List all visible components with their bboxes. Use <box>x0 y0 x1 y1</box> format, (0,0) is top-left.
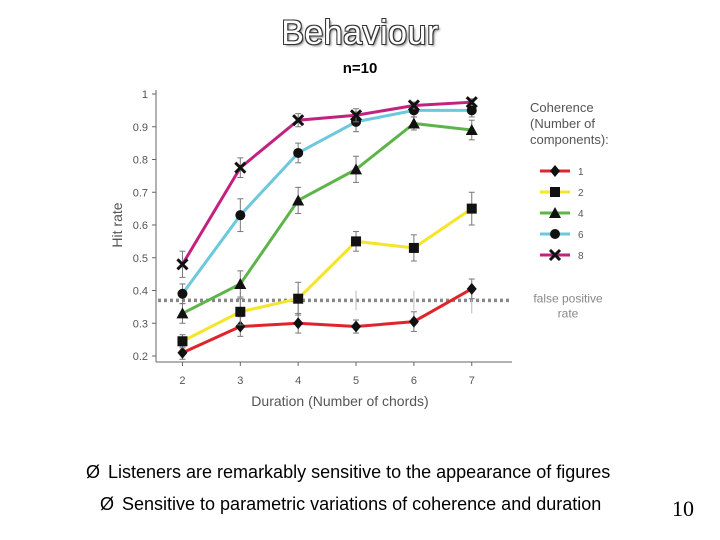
bullet-arrow-icon: Ø <box>86 462 101 482</box>
series-8-point <box>407 99 420 112</box>
legend-label-1: 1 <box>578 167 584 178</box>
series-4-point <box>407 117 420 129</box>
series-1-point <box>351 320 362 333</box>
legend-marker-8 <box>548 248 562 262</box>
x-axis-label: Duration (Number of chords) <box>251 393 428 409</box>
legend-title-line: (Number of <box>530 116 595 131</box>
series-1-point <box>177 346 188 359</box>
series-8-point <box>234 161 247 174</box>
series-2-point <box>177 336 188 347</box>
bullet-1-text: Listeners are remarkably sensitive to th… <box>108 462 611 482</box>
y-tick-label: 1 <box>142 89 148 101</box>
series-2-point <box>466 203 477 214</box>
page-number: 10 <box>672 496 694 521</box>
series-2-point <box>293 293 304 304</box>
y-axis-label: Hit rate <box>109 202 125 247</box>
series-6-point <box>466 105 477 116</box>
series-line-4 <box>181 121 472 315</box>
series-4-point <box>350 163 363 175</box>
x-tick-label: 4 <box>295 375 301 387</box>
x-tick-label: 7 <box>469 375 475 387</box>
legend-title-line: components): <box>530 132 609 147</box>
legend-title-line: Coherence <box>530 100 594 115</box>
false-positive-label-line1: false positive <box>533 291 603 305</box>
x-tick-label: 6 <box>411 375 417 387</box>
series-2-point <box>351 236 362 247</box>
slide-title: Behaviour <box>281 14 439 52</box>
legend-label-4: 4 <box>578 209 584 220</box>
legend-marker-6 <box>550 229 560 239</box>
series-4-point <box>292 194 305 206</box>
series-4-point <box>465 124 478 136</box>
x-tick-label: 3 <box>237 375 243 387</box>
series-2-point <box>408 242 419 253</box>
y-tick-label: 0.3 <box>133 318 148 330</box>
series-6-point <box>235 210 246 221</box>
y-tick-label: 0.6 <box>133 220 148 232</box>
legend-marker-4 <box>549 207 561 218</box>
series-2-point <box>235 306 246 317</box>
series-8-point <box>349 109 363 122</box>
bullet-1: Ø Listeners are remarkably sensitive to t… <box>86 462 610 483</box>
false-positive-label-line2: rate <box>558 306 579 320</box>
bullet-arrow-icon: Ø <box>100 494 115 514</box>
bullet-2-text: Sensitive to parametric variations of co… <box>122 494 602 514</box>
series-1-point <box>408 315 419 328</box>
series-1-point <box>293 317 304 330</box>
legend-marker-1 <box>550 165 560 177</box>
legend-label-8: 8 <box>578 251 584 262</box>
series-4-point <box>176 307 189 319</box>
series-line-1 <box>181 287 473 355</box>
y-tick-label: 0.2 <box>133 351 148 363</box>
series-8-point <box>176 258 189 271</box>
legend-marker-2 <box>550 187 560 197</box>
y-tick-label: 0.4 <box>133 286 148 298</box>
series-8-point <box>465 96 478 109</box>
y-tick-label: 0.8 <box>133 155 148 167</box>
legend-label-6: 6 <box>578 230 584 241</box>
series-1-point <box>466 282 477 295</box>
series-line-8 <box>181 100 472 266</box>
series-line-2 <box>181 207 473 343</box>
series-1-point <box>235 320 246 333</box>
series-line-6 <box>181 108 472 295</box>
subtitle-sample-size: n=10 <box>342 60 378 77</box>
y-tick-label: 0.7 <box>133 187 148 199</box>
series-6-point <box>293 147 304 158</box>
legend-label-2: 2 <box>578 188 584 199</box>
x-tick-label: 5 <box>353 375 359 387</box>
y-tick-label: 0.5 <box>133 253 148 265</box>
hit-rate-chart: 0.2 0.3 0.4 0.5 0.6 0.7 0.8 0.9 1 2 3 4 5 6 7 Duration … <box>109 89 609 409</box>
x-tick-label: 2 <box>179 375 185 387</box>
series-8-point <box>292 114 305 127</box>
bullet-2: Ø Sensitive to parametric variations of c… <box>100 494 601 515</box>
series-4-point <box>234 277 247 289</box>
series-6-point <box>177 288 188 299</box>
y-tick-label: 0.9 <box>133 122 148 134</box>
